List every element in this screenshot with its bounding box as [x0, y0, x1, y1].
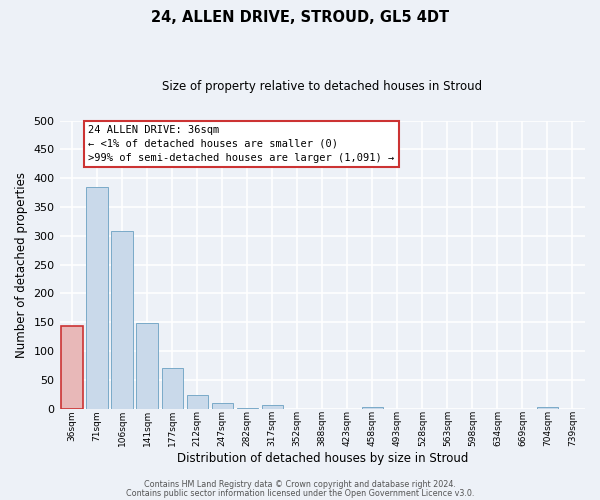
Bar [187, 395, 208, 408]
Bar [362, 407, 383, 408]
Y-axis label: Number of detached properties: Number of detached properties [15, 172, 28, 358]
Text: Contains public sector information licensed under the Open Government Licence v3: Contains public sector information licen… [126, 488, 474, 498]
Bar [537, 407, 558, 408]
Text: 24, ALLEN DRIVE, STROUD, GL5 4DT: 24, ALLEN DRIVE, STROUD, GL5 4DT [151, 10, 449, 25]
Bar [262, 404, 283, 408]
Bar [136, 323, 158, 408]
Bar [112, 231, 133, 408]
Title: Size of property relative to detached houses in Stroud: Size of property relative to detached ho… [162, 80, 482, 93]
Bar [61, 326, 83, 408]
X-axis label: Distribution of detached houses by size in Stroud: Distribution of detached houses by size … [176, 452, 468, 465]
Text: 24 ALLEN DRIVE: 36sqm
← <1% of detached houses are smaller (0)
>99% of semi-deta: 24 ALLEN DRIVE: 36sqm ← <1% of detached … [88, 125, 395, 163]
Bar [212, 404, 233, 408]
Bar [86, 187, 108, 408]
Text: Contains HM Land Registry data © Crown copyright and database right 2024.: Contains HM Land Registry data © Crown c… [144, 480, 456, 489]
Bar [161, 368, 183, 408]
